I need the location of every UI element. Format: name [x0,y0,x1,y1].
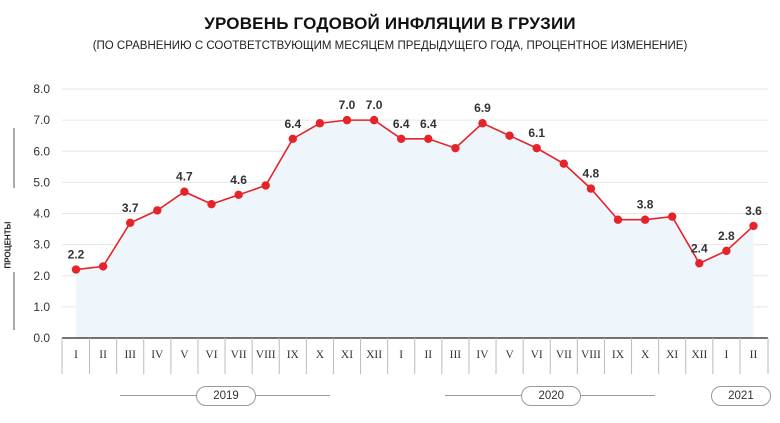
data-point [369,115,379,125]
x-tick-label: III [124,349,136,361]
data-point [288,134,297,143]
data-point [532,143,541,153]
data-label: 4.6 [230,173,247,187]
data-label: 4.8 [583,167,600,181]
data-point [98,262,108,271]
x-tick-label: III [450,349,462,361]
data-point [180,187,189,196]
x-tick-label: IX [612,349,625,361]
data-label: 7.0 [366,98,383,112]
data-label: 4.7 [176,170,193,184]
data-point [722,246,731,256]
x-tick-label: VII [231,349,247,361]
y-tick-label: 7.0 [33,113,50,127]
chart-title: УРОВЕНЬ ГОДОВОЙ ИНФЛЯЦИИ В ГРУЗИИ [204,14,576,33]
data-label: 7.0 [339,98,356,112]
y-tick-label: 5.0 [33,175,50,189]
series-line [75,119,755,271]
data-point [749,221,758,231]
x-tick-label: XI [666,349,678,361]
x-tick-label: XII [366,349,382,361]
data-label: 6.1 [528,126,545,140]
x-tick-label: VII [556,349,572,361]
y-tick-label: 2.0 [33,269,50,283]
year-line [579,395,656,396]
data-label: 2.2 [68,248,85,262]
data-point [559,159,568,168]
data-point [71,265,81,274]
data-point [586,184,596,193]
data-label: 6.4 [393,117,410,131]
data-point [613,215,623,224]
x-tick-label: I [724,349,728,361]
data-label: 3.7 [122,201,139,215]
data-point [153,206,162,215]
y-tick-label: 0.0 [33,331,50,345]
x-tick-label: VI [205,349,217,361]
x-tick-label: IX [287,349,300,361]
x-tick-label: VIII [256,349,276,361]
x-tick-label: II [424,349,432,361]
data-label: 3.6 [745,204,762,218]
data-point [397,134,406,143]
x-tick-label: XII [691,349,707,361]
data-label: 2.4 [691,241,708,255]
x-tick-label: VI [531,349,543,361]
data-point [478,119,487,128]
y-tick-label: 6.0 [33,144,50,158]
data-label: 6.4 [420,117,437,131]
data-label: 6.9 [474,101,491,115]
x-tick-label: X [316,349,325,361]
x-tick-label: II [750,349,758,361]
data-point [207,199,216,209]
data-label: 3.8 [637,198,654,212]
year-label: 2021 [710,386,771,406]
data-point [315,119,325,128]
x-tick-label: IV [151,349,164,361]
data-point [342,115,352,125]
y-tick-label: 4.0 [33,207,50,221]
data-label: 6.4 [284,117,301,131]
chart-subtitle: (ПО СРАВНЕНИЮ С СООТВЕТСТВУЮЩИМ МЕСЯЦЕМ … [92,40,688,52]
data-label: 2.8 [718,229,735,243]
y-tick-label: 8.0 [33,82,50,96]
x-tick-label: XI [341,349,353,361]
data-point [505,131,514,140]
y-axis-label: ПРОЦЕНТЫ [1,215,15,275]
data-point [695,259,704,268]
year-line [120,395,197,396]
x-tick-label: IV [476,349,489,361]
year-label: 2019 [196,386,257,406]
y-tick-label: 3.0 [33,238,50,252]
data-point [668,212,677,221]
x-tick-label: VIII [581,349,601,361]
data-point [126,218,135,228]
y-axis-label-text: ПРОЦЕНТЫ [3,221,13,269]
data-point [234,190,243,200]
y-tick-label: 1.0 [33,300,50,314]
x-tick-label: I [399,349,403,361]
data-point [451,143,460,153]
x-tick-label: X [641,349,650,361]
year-line [254,395,331,396]
x-tick-label: V [505,349,514,361]
data-point [640,215,650,224]
year-label: 2020 [521,386,582,406]
x-tick-label: V [180,349,189,361]
year-line [445,395,522,396]
data-point [261,181,270,190]
x-tick-label: I [74,349,78,361]
data-point [424,134,433,143]
area-fill [76,120,754,338]
x-tick-label: II [99,349,107,361]
